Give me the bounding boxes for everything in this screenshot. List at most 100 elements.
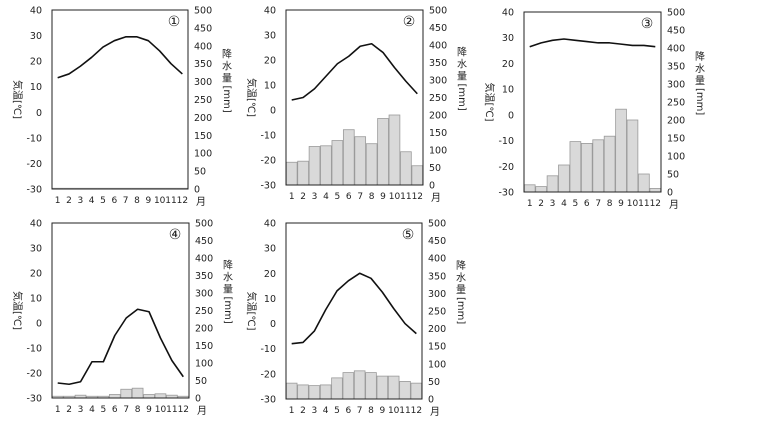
left-tick-label: -10	[26, 133, 42, 144]
precip-bar	[592, 139, 605, 193]
precip-axis-label-char: 降	[223, 259, 233, 272]
precip-bar	[603, 135, 616, 193]
left-tick-label: 0	[270, 106, 276, 117]
left-tick-label: 30	[264, 244, 276, 255]
month-label: 11	[166, 405, 177, 415]
right-tick-label: 250	[429, 93, 447, 104]
precip-axis-label-char: 水	[223, 272, 233, 284]
right-tick-label: 500	[428, 219, 446, 230]
right-tick-label: 500	[195, 219, 213, 230]
precip-bar	[320, 145, 332, 186]
precip-axis-label-char: 水	[456, 272, 466, 284]
precip-axis-label-char: 降	[695, 50, 705, 63]
right-tick-label: 400	[429, 41, 447, 52]
right-tick-label: 50	[429, 163, 441, 174]
left-tick-label: 0	[508, 110, 514, 121]
left-tick-label: 30	[30, 244, 42, 255]
right-tick-label: 50	[194, 167, 206, 178]
month-label: 3	[78, 405, 84, 415]
month-label: 8	[369, 192, 375, 202]
month-label: 5	[101, 405, 107, 415]
precip-bar	[365, 372, 377, 400]
left-tick-label: 0	[270, 319, 276, 330]
temperature-axis-label: 気温[℃]	[483, 82, 496, 121]
temperature-line	[291, 42, 418, 101]
left-tick-label: -30	[26, 394, 42, 405]
month-unit-label: 月	[430, 406, 440, 418]
precip-bar	[297, 384, 309, 400]
left-tick-label: -10	[498, 136, 514, 147]
precip-bar	[285, 382, 298, 400]
right-tick-label: 500	[194, 6, 212, 17]
precip-axis-unit-label: [mm]	[456, 84, 467, 111]
month-label: 12	[177, 196, 188, 206]
month-label: 2	[66, 196, 72, 206]
right-tick-label: 100	[667, 152, 685, 163]
left-tick-label: 10	[264, 294, 276, 305]
right-tick-label: 150	[428, 342, 446, 353]
precip-bar	[411, 165, 424, 186]
month-label: 9	[145, 196, 151, 206]
precip-axis-label-char: 量	[695, 75, 705, 87]
panel-number-label: ②	[403, 14, 416, 30]
precip-bar	[354, 136, 367, 186]
right-tick-label: 300	[195, 289, 213, 300]
right-tick-label: 250	[428, 307, 446, 318]
precip-bar	[331, 377, 343, 400]
left-tick-label: 20	[30, 57, 42, 68]
month-label: 7	[595, 199, 601, 209]
month-label: 12	[412, 192, 423, 202]
left-tick-label: 40	[264, 6, 276, 17]
precip-bar	[365, 143, 378, 186]
month-unit-label: 月	[196, 196, 206, 208]
left-tick-label: -10	[260, 344, 276, 355]
right-tick-label: 0	[194, 185, 200, 196]
precip-axis-label-char: 量	[223, 284, 233, 296]
precip-axis-label-char: 量	[457, 71, 467, 83]
month-label: 11	[400, 192, 411, 202]
month-label: 4	[323, 192, 329, 202]
right-tick-label: 350	[195, 271, 213, 282]
right-tick-label: 300	[667, 80, 685, 91]
precip-bar	[331, 140, 344, 186]
month-label: 4	[89, 196, 95, 206]
month-label: 11	[165, 196, 176, 206]
right-tick-label: 200	[195, 324, 213, 335]
left-tick-label: 10	[30, 294, 42, 305]
precip-bar	[626, 119, 639, 193]
left-tick-label: 10	[502, 85, 514, 96]
plot-frame	[51, 9, 189, 190]
month-unit-label: 月	[669, 199, 679, 211]
precip-bar	[388, 114, 401, 186]
left-tick-label: -30	[260, 181, 276, 192]
right-tick-label: 200	[428, 324, 446, 335]
panel-number-label: ①	[168, 14, 181, 30]
precip-bar	[546, 175, 559, 193]
right-tick-label: 0	[195, 394, 201, 405]
precip-bar	[410, 382, 423, 400]
left-tick-label: 30	[264, 31, 276, 42]
month-label: 8	[134, 196, 140, 206]
right-tick-label: 450	[667, 26, 685, 37]
precip-axis-unit-label: [mm]	[694, 88, 705, 115]
right-tick-label: 0	[667, 188, 673, 199]
plot-frame	[285, 222, 423, 400]
precip-bar	[569, 141, 582, 193]
precip-axis-label-char: 水	[695, 63, 705, 75]
month-label: 3	[550, 199, 556, 209]
month-label: 10	[388, 406, 400, 416]
right-tick-label: 450	[195, 236, 213, 247]
month-label: 6	[112, 405, 118, 415]
left-tick-label: 30	[30, 31, 42, 42]
precip-axis-unit-label: [mm]	[221, 86, 232, 113]
month-unit-label: 月	[431, 192, 441, 204]
temperature-axis-label: 気温[℃]	[245, 291, 258, 330]
month-label: 6	[346, 192, 352, 202]
right-tick-label: 500	[667, 8, 685, 19]
right-tick-label: 350	[429, 58, 447, 69]
precip-bar	[108, 394, 121, 399]
precip-bar	[558, 164, 570, 193]
right-tick-label: 0	[429, 181, 435, 192]
month-label: 2	[300, 192, 306, 202]
